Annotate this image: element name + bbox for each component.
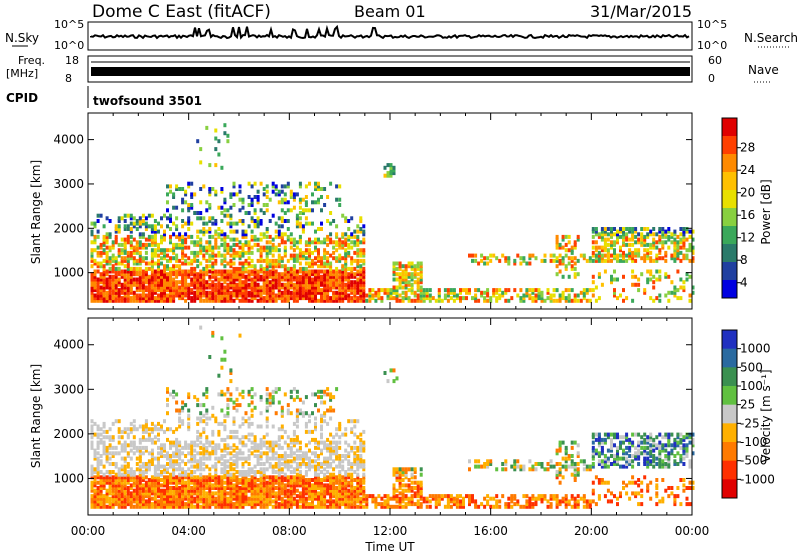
- x-axis-tick-labels: 00:00 04:00 08:00 12:00 16:00 20:00 00:00: [71, 524, 710, 538]
- velocity-colorbar-tick: 500: [740, 360, 763, 374]
- freq-tick-top: 18: [65, 54, 79, 67]
- power-colorbar-swatch: [722, 208, 737, 227]
- power-colorbar-swatch: [722, 262, 737, 281]
- velocity-colorbar-swatch: [722, 460, 737, 480]
- nsky-label: N.Sky: [5, 31, 39, 45]
- velocity-colorbar-label: Velocity [m s⁻¹]: [759, 369, 773, 462]
- velocity-y-axis: 1000 2000 3000 4000: [53, 338, 692, 485]
- power-colorbar-tick: 4: [740, 276, 748, 290]
- freq-label: Freq.: [18, 54, 45, 67]
- x-tick-label: 08:00: [272, 524, 307, 538]
- nave-tick-bottom: 0: [708, 72, 715, 85]
- x-tick-label: 00:00: [71, 524, 106, 538]
- freq-unit-label: [MHz]: [6, 67, 38, 80]
- power-colorbar-tick: 28: [740, 141, 755, 155]
- velocity-colorbar-tick: 100: [740, 379, 763, 393]
- power-colorbar-swatch: [722, 154, 737, 173]
- power-colorbar: 28 24 20 16 12 8 4 Power [dB]: [721, 117, 773, 299]
- power-colorbar-tick: 8: [740, 253, 748, 267]
- power-colorbar-swatch: [722, 172, 737, 191]
- nsearch-tick-top: 10^5: [697, 18, 727, 31]
- x-tick-label: 04:00: [171, 524, 206, 538]
- power-colorbar-swatch: [722, 280, 737, 299]
- velocity-colorbar-tick: -1000: [740, 472, 775, 486]
- velocity-colorbar-swatch: [722, 330, 737, 350]
- freq-tick-bottom: 8: [65, 72, 72, 85]
- velocity-colorbar-tick: -25: [740, 416, 760, 430]
- cpid-program: twofsound 3501: [93, 94, 202, 108]
- nave-label: Nave: [748, 63, 779, 77]
- x-axis-label: Time UT: [364, 540, 415, 554]
- power-y-tick-label: 2000: [53, 221, 84, 235]
- power-x-ticks: [87, 113, 693, 309]
- power-colorbar-label: Power [dB]: [759, 179, 773, 244]
- nsky-tick-top: 10^5: [54, 18, 84, 31]
- velocity-colorbar-tick: -500: [740, 454, 767, 468]
- power-heatmap: [90, 123, 695, 303]
- plot-title: Dome C East (fitACF): [92, 2, 271, 22]
- velocity-colorbar-swatch: [722, 423, 737, 443]
- date-label: 31/Mar/2015: [590, 2, 692, 21]
- velocity-colorbar-swatch: [722, 386, 737, 406]
- power-y-tick-label: 4000: [53, 133, 84, 147]
- power-colorbar-tick: 24: [740, 163, 755, 177]
- freq-panel: Freq. [MHz] 18 8 60 0 Nave: [6, 54, 779, 85]
- nsky-tick-bottom: 10^0: [54, 39, 84, 52]
- power-colorbar-swatch: [722, 136, 737, 155]
- velocity-y-tick-label: 3000: [53, 382, 84, 396]
- x-tick-label: 12:00: [373, 524, 408, 538]
- power-ylabel: Slant Range [km]: [29, 160, 43, 264]
- power-colorbar-swatch: [722, 118, 737, 137]
- power-colorbar-tick: 12: [740, 231, 755, 245]
- velocity-y-tick-label: 2000: [53, 427, 84, 441]
- cpid-row: CPID twofsound 3501: [6, 86, 202, 108]
- velocity-colorbar: 1000 500 100 25 -25 -100 -500 -1000 Velocity [m…: [721, 329, 775, 499]
- nsky-panel: N.Sky 10^5 10^0 10^5 10^0 N.Search: [5, 18, 798, 52]
- velocity-y-tick-label: 4000: [53, 338, 84, 352]
- power-y-tick-label: 1000: [53, 266, 84, 280]
- power-colorbar-swatch: [722, 244, 737, 263]
- power-colorbar-tick: 20: [740, 186, 755, 200]
- nsearch-tick-bottom: 10^0: [697, 39, 727, 52]
- velocity-colorbar-swatch: [722, 479, 737, 499]
- velocity-colorbar-tick: 1000: [740, 342, 771, 356]
- velocity-colorbar-tick: -100: [740, 435, 767, 449]
- velocity-colorbar-swatch: [722, 348, 737, 368]
- nsearch-label: N.Search: [744, 31, 798, 45]
- nave-tick-top: 60: [708, 54, 722, 67]
- velocity-heatmap: [90, 325, 695, 509]
- velocity-x-ticks: [87, 318, 693, 515]
- velocity-y-tick-label: 1000: [53, 471, 84, 485]
- velocity-ylabel: Slant Range [km]: [29, 364, 43, 468]
- velocity-colorbar-swatch: [722, 404, 737, 424]
- velocity-colorbar-tick: 25: [740, 398, 755, 412]
- velocity-colorbar-swatch: [722, 442, 737, 462]
- power-colorbar-swatch: [722, 190, 737, 209]
- power-y-axis: 1000 2000 3000 4000: [53, 133, 692, 280]
- cpid-label: CPID: [6, 91, 38, 105]
- velocity-panel: 1000 2000 3000 4000 Slant Range [km]: [29, 317, 695, 516]
- beam-label: Beam 01: [354, 2, 426, 21]
- velocity-colorbar-swatch: [722, 367, 737, 387]
- power-panel: 1000 2000 3000 4000 Slant Range [km]: [29, 112, 695, 310]
- x-tick-label: 20:00: [574, 524, 609, 538]
- power-colorbar-swatch: [722, 226, 737, 245]
- x-tick-label: 00:00: [675, 524, 710, 538]
- x-tick-label: 16:00: [473, 524, 508, 538]
- power-y-tick-label: 3000: [53, 177, 84, 191]
- power-colorbar-tick: 16: [740, 208, 755, 222]
